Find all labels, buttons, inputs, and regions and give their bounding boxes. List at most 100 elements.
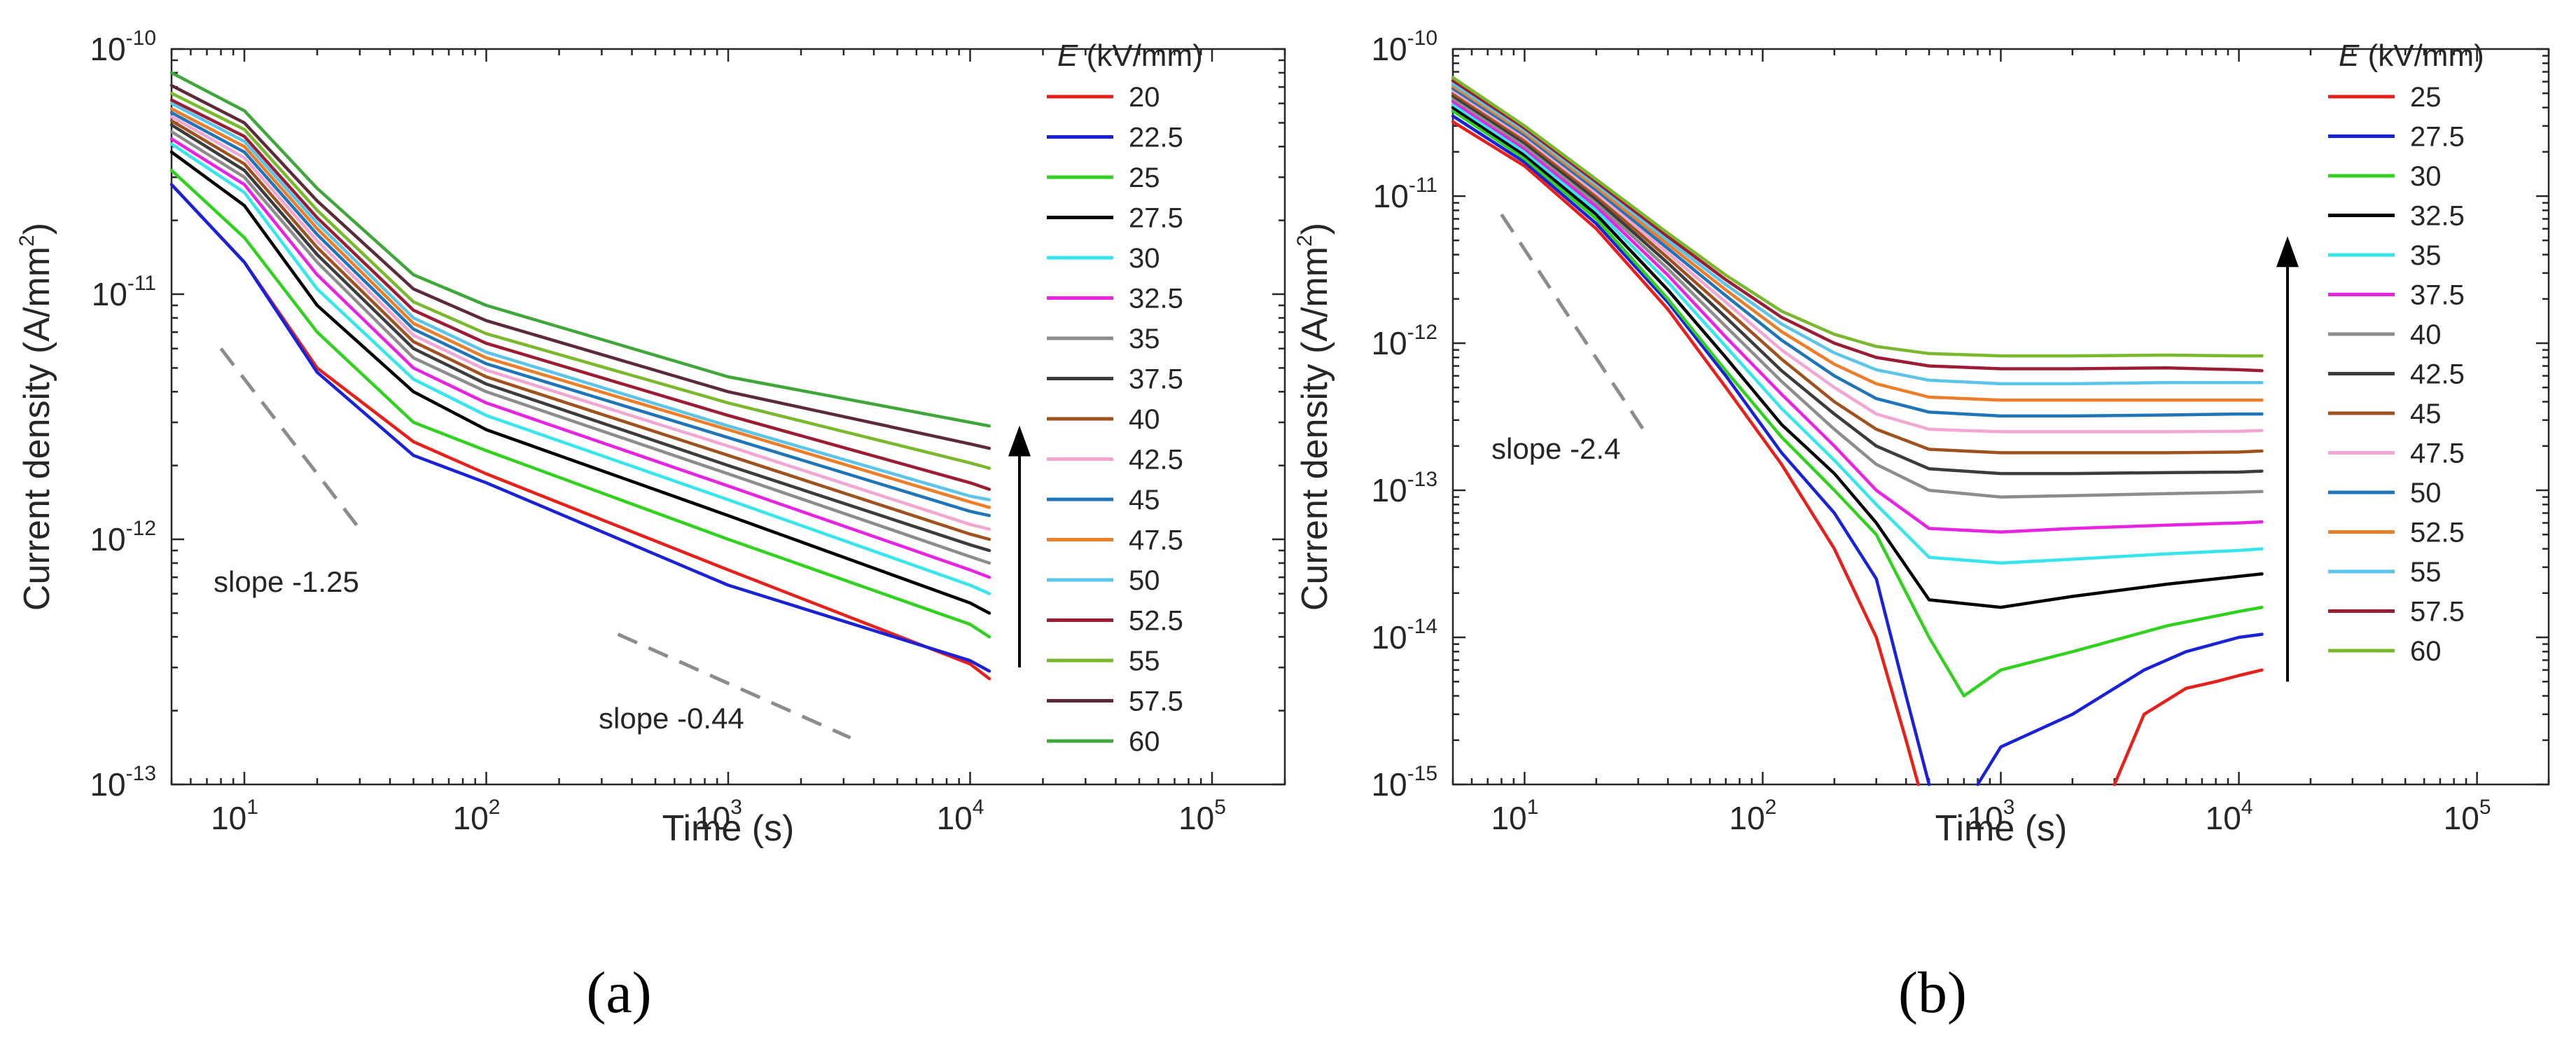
axis-ticks-b: 101 102 103 104 105 10-15 10-14 10-13 10-12 10-11…: [1371, 27, 2550, 836]
slope-guides-b: slope -2.4: [1491, 213, 1647, 465]
x-tick-label: 105: [2444, 796, 2491, 836]
slope-guide-label: slope -0.44: [599, 702, 744, 735]
legend-label: 45: [2410, 399, 2442, 429]
series-line-32.5: [169, 137, 991, 579]
legend-label: 45: [1129, 485, 1160, 515]
legend-label: 52.5: [2410, 518, 2465, 548]
series-line-57.5: [169, 83, 991, 450]
legend-label: 30: [1129, 243, 1160, 274]
series-line-37.5: [1451, 99, 2264, 534]
legend-label: 50: [1129, 565, 1160, 596]
series-line-27.5-tail: [1976, 632, 2264, 787]
legend-label: 35: [1129, 324, 1160, 354]
series-line-57.5: [1451, 78, 2264, 373]
axis-ticks-a: 101 102 103 104 105 10-13 10-12 10-11 10-10: [90, 27, 1286, 836]
legend-label: 32.5: [2410, 201, 2465, 232]
x-tick-label: 102: [1729, 796, 1777, 836]
series-line-45: [1451, 91, 2264, 455]
series-line-22.5: [169, 183, 991, 673]
series-line-30: [169, 142, 991, 595]
caption-b: (b): [1898, 960, 1967, 1025]
chart-panel-b: 101 102 103 104 105 10-15 10-14 10-13 10-12 10-11…: [1293, 27, 2550, 1025]
y-tick-label: 10-15: [1371, 762, 1437, 803]
x-tick-label: 105: [1178, 796, 1226, 836]
legend-label: 25: [2410, 82, 2442, 113]
y-tick-label: 10-11: [1373, 174, 1437, 214]
legend-a: E (kV/mm) 20 22.5 25 27.5 30 32.5 35 37.5 40 42.5 4…: [1047, 39, 1203, 757]
legend-label: 57.5: [1129, 686, 1183, 717]
legend-label: 20: [1129, 82, 1160, 113]
legend-label: 32.5: [1129, 284, 1183, 314]
x-tick-label: 103: [1968, 796, 2015, 836]
arrow-head: [1008, 425, 1031, 457]
series-line-60: [169, 71, 991, 428]
legend-label: 55: [1129, 646, 1160, 677]
series-line-27.5: [169, 150, 991, 615]
legend-label: 60: [1129, 726, 1160, 757]
series-line-25: [1451, 120, 1920, 787]
x-axis-label-a: Time (s): [662, 808, 795, 849]
legend-label: 50: [2410, 478, 2442, 508]
series-line-35: [1451, 102, 2264, 565]
series-line-52.5: [1451, 84, 2264, 402]
y-tick-label: 10-10: [90, 27, 156, 67]
series-line-40: [169, 119, 991, 541]
y-tick-label: 10-12: [1371, 321, 1437, 361]
slope-guide-line: [1500, 213, 1647, 433]
series-lines-b: [1451, 76, 2264, 787]
legend-label: 42.5: [1129, 445, 1183, 476]
slope-guide-label: slope -1.25: [214, 565, 359, 598]
series-line-47.5: [169, 107, 991, 509]
y-tick-label: 10-13: [1371, 468, 1437, 508]
legend-label: 47.5: [2410, 438, 2465, 469]
series-line-25-tail: [2112, 668, 2264, 787]
legend-title: E (kV/mm): [1057, 39, 1203, 73]
series-line-50: [1451, 86, 2264, 418]
legend-label: 55: [2410, 557, 2442, 588]
series-line-25: [169, 168, 991, 639]
legend-label: 57.5: [2410, 597, 2465, 628]
y-tick-label: 10-14: [1371, 615, 1437, 656]
series-line-60: [1451, 76, 2264, 358]
legend-label: 42.5: [2410, 359, 2465, 390]
y-tick-label: 10-13: [90, 762, 156, 803]
y-axis-label-b: Current density (A/mm2): [1293, 223, 1335, 611]
arrow-head: [2276, 236, 2299, 268]
increasing-field-arrow-a: [1008, 425, 1031, 668]
series-line-40: [1451, 97, 2264, 499]
series-line-55: [169, 91, 991, 470]
series-line-52.5: [169, 98, 991, 491]
legend-title: E (kV/mm): [2339, 39, 2484, 73]
series-line-32.5: [1451, 106, 2264, 609]
y-tick-label: 10-10: [1371, 27, 1437, 67]
legend-label: 40: [2410, 319, 2442, 350]
x-tick-label: 101: [1491, 796, 1538, 836]
legend-label: 40: [1129, 404, 1160, 435]
legend-label: 27.5: [2410, 122, 2465, 153]
x-tick-label: 103: [695, 796, 742, 836]
legend-label: 25: [1129, 162, 1160, 193]
chart-panel-a: 101 102 103 104 105 10-13 10-12 10-11 10-10 slop…: [15, 27, 1286, 1025]
legend-b: E (kV/mm) 25 27.5 30 32.5 35 37.5 40 42.5 45 47.5 5…: [2328, 39, 2484, 667]
y-tick-label: 10-11: [92, 272, 156, 312]
series-line-55: [1451, 82, 2264, 386]
slope-guides-a: slope -1.25 slope -0.44: [214, 347, 851, 740]
x-tick-label: 104: [937, 796, 984, 836]
y-tick-label: 10-12: [90, 517, 156, 558]
legend-label: 52.5: [1129, 606, 1183, 637]
series-line-42.5: [1451, 94, 2264, 476]
slope-guide-label: slope -2.4: [1491, 432, 1620, 465]
legend-label: 60: [2410, 636, 2442, 667]
series-line-50: [169, 102, 991, 501]
legend-label: 37.5: [2410, 280, 2465, 311]
series-line-45: [169, 111, 991, 518]
x-axis-label-b: Time (s): [1935, 808, 2068, 849]
series-line-27.5: [1451, 114, 1931, 787]
legend-label: 35: [2410, 240, 2442, 271]
legend-label: 30: [2410, 161, 2442, 192]
caption-a: (a): [586, 960, 651, 1025]
series-line-35: [169, 130, 991, 565]
increasing-field-arrow-b: [2276, 236, 2299, 682]
slope-guide-line: [219, 347, 361, 531]
